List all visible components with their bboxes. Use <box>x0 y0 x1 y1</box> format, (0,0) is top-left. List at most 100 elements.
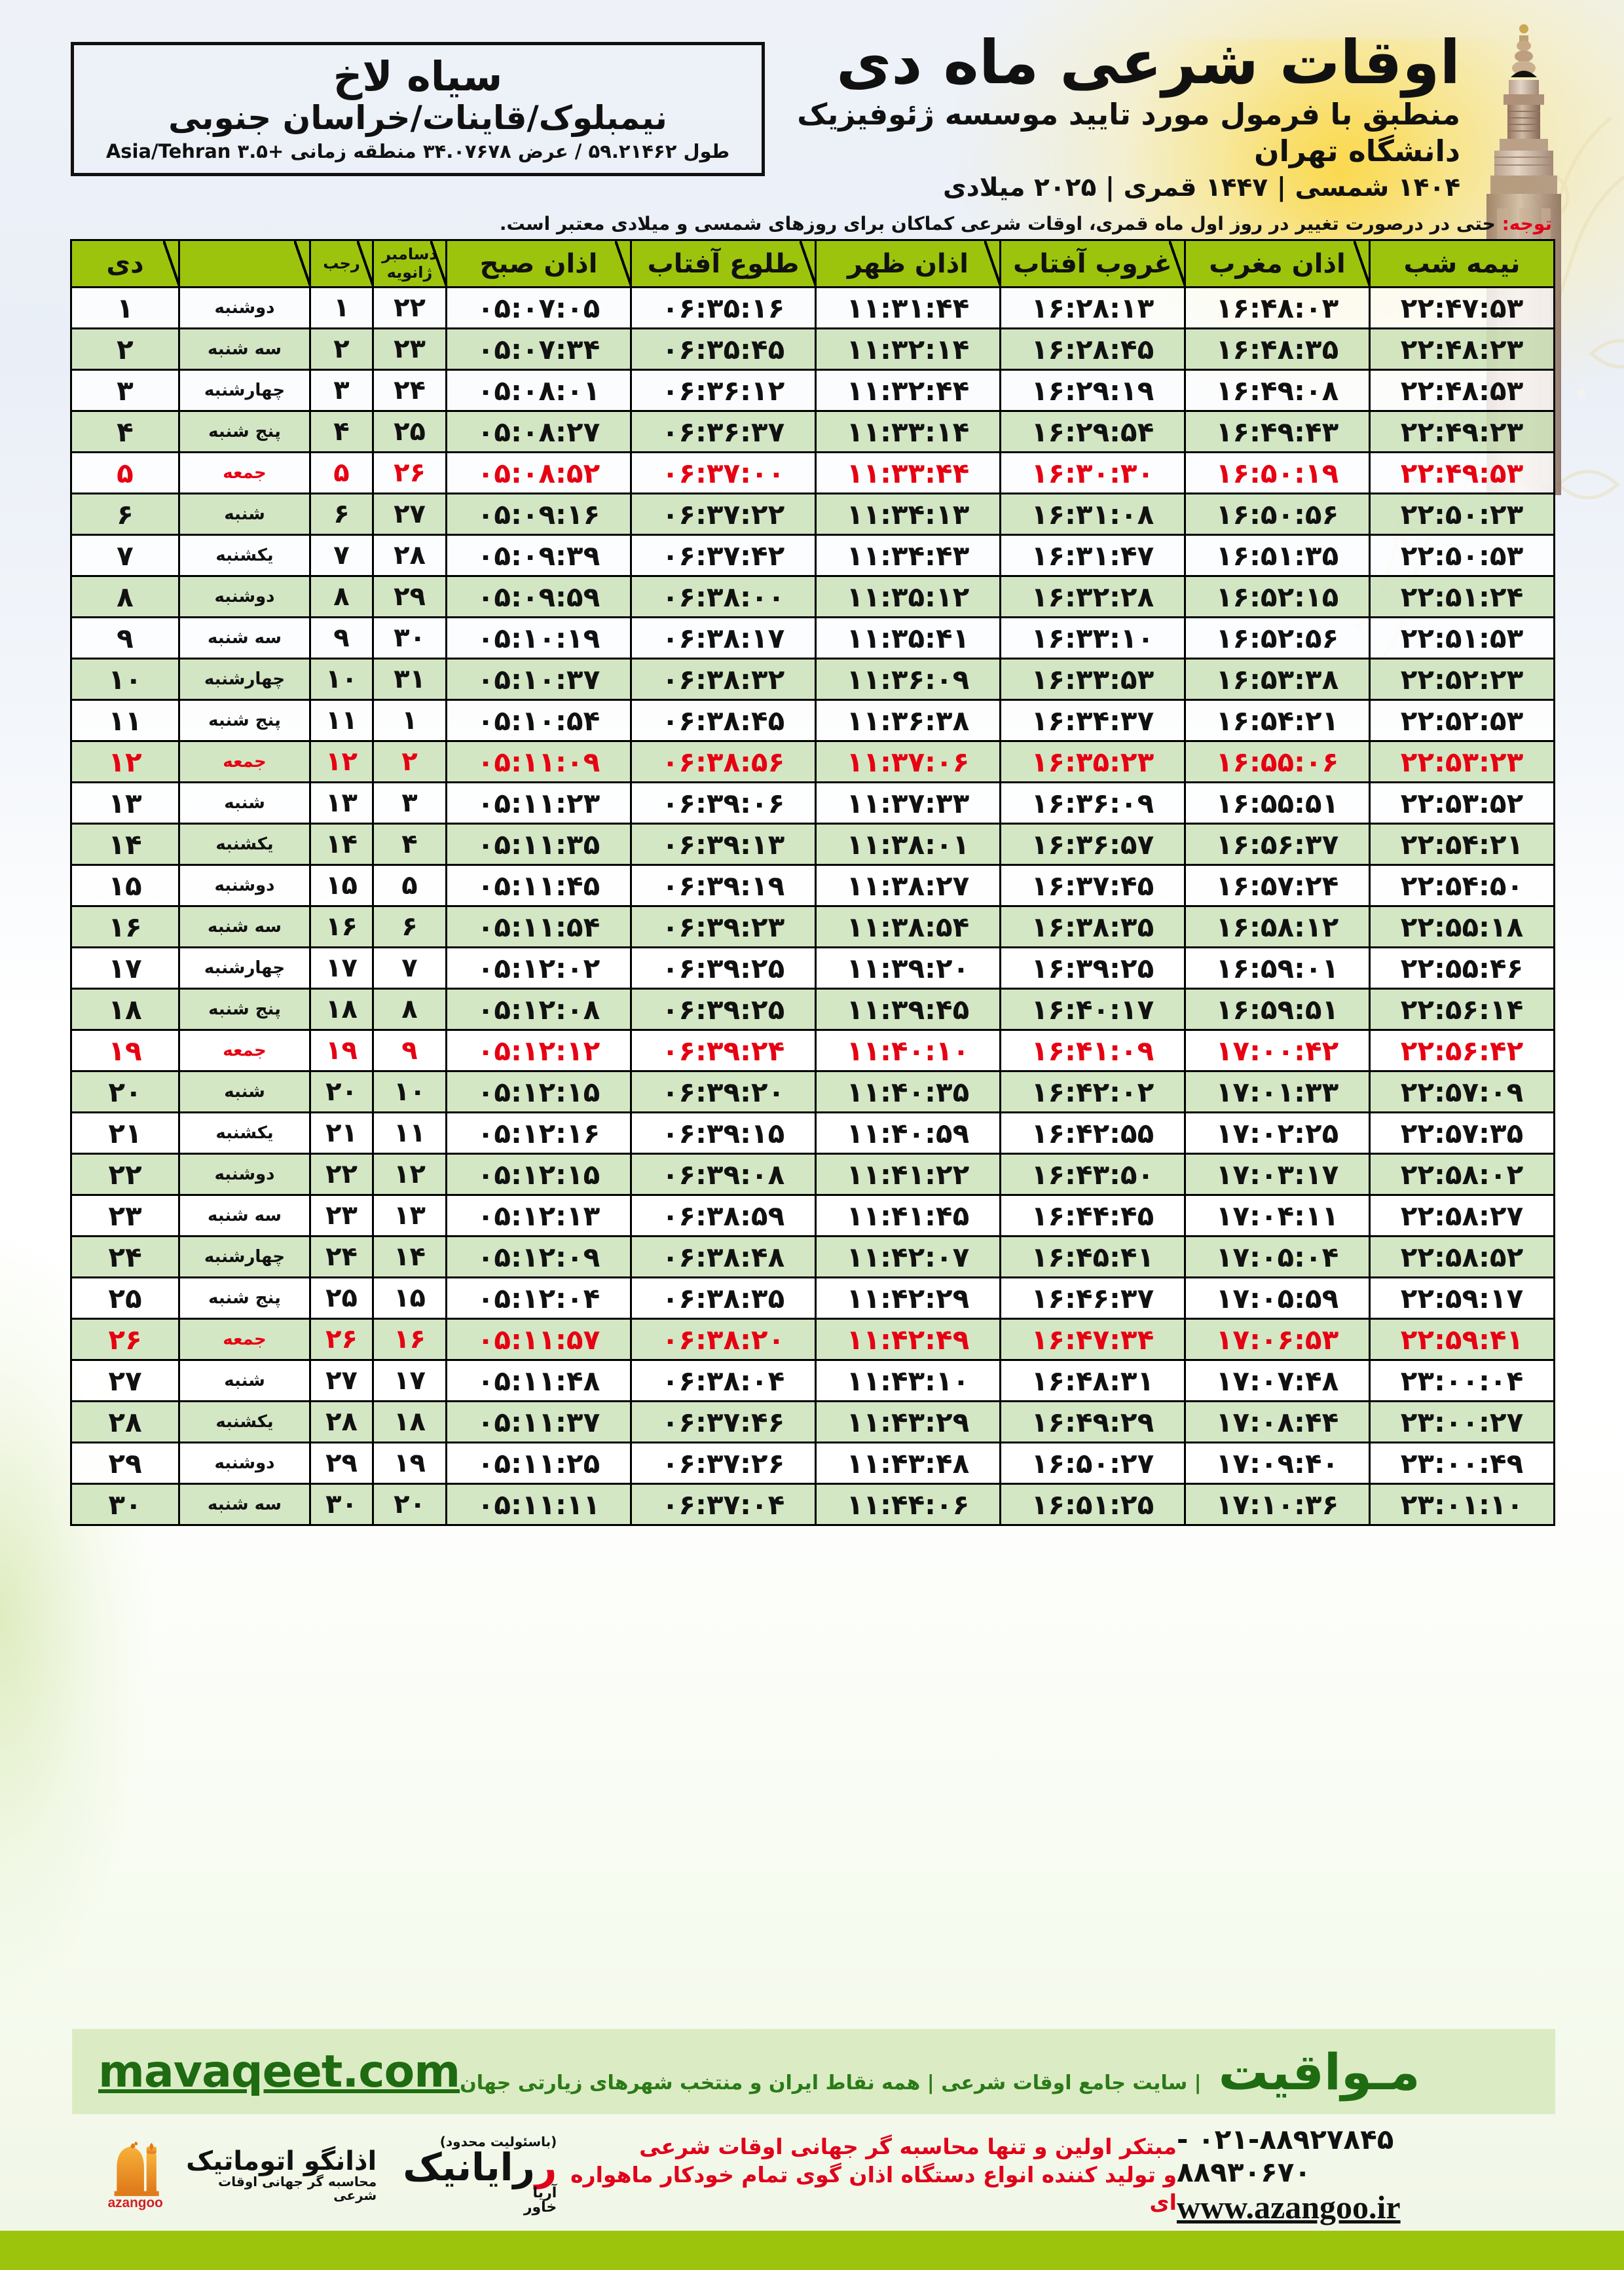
cell-hijri-day: ۱۸ <box>309 988 374 1031</box>
table-row: ۲۲:۴۸:۲۳ ۱۶:۴۸:۳۵ ۱۶:۲۸:۴۵ ۱۱:۳۲:۱۴ ۰۶:۳۵:۴۵… <box>70 327 1555 371</box>
cell-midnight: ۲۲:۴۹:۲۳ <box>1369 410 1555 453</box>
cell-maghrib-azan: ۱۶:۵۵:۵۱ <box>1184 781 1371 825</box>
cell-sunset: ۱۶:۵۰:۲۷ <box>999 1442 1186 1485</box>
rayaneek-name: ررایانیک <box>403 2145 557 2189</box>
cell-dhuhr-azan: ۱۱:۴۳:۲۹ <box>815 1400 1001 1443</box>
cell-gregorian-day: ۱۵ <box>372 1276 447 1320</box>
cell-fajr-azan: ۰۵:۱۰:۳۷ <box>445 658 632 701</box>
cell-sunrise: ۰۶:۳۹:۰۶ <box>630 781 817 825</box>
cell-sunrise: ۰۶:۳۷:۲۲ <box>630 493 817 536</box>
cell-maghrib-azan: ۱۶:۵۲:۵۶ <box>1184 616 1371 660</box>
location-path: نیمبلوک/قاینات/خراسان جنوبی <box>168 98 667 137</box>
page-title: اوقات شرعی ماه دی <box>836 28 1460 98</box>
cell-fajr-azan: ۰۵:۱۰:۵۴ <box>445 699 632 742</box>
background-bottom-gradient <box>0 1419 1624 2270</box>
cell-persian-day: ۳ <box>70 369 180 412</box>
cell-fajr-azan: ۰۵:۰۹:۳۹ <box>445 534 632 577</box>
cell-persian-day: ۲۴ <box>70 1235 180 1278</box>
cell-fajr-azan: ۰۵:۱۱:۲۵ <box>445 1442 632 1485</box>
cell-persian-day: ۱ <box>70 286 180 329</box>
cell-persian-day: ۲۳ <box>70 1194 180 1237</box>
cell-hijri-day: ۲۷ <box>309 1359 374 1402</box>
azangoo-name: اذانگو اتوماتیک <box>186 2146 377 2176</box>
cell-maghrib-azan: ۱۷:۰۵:۰۴ <box>1184 1235 1371 1278</box>
cell-persian-day: ۲۵ <box>70 1276 180 1320</box>
cell-fajr-azan: ۰۵:۱۰:۱۹ <box>445 616 632 660</box>
note-label: توجه: <box>1502 213 1552 234</box>
cell-dhuhr-azan: ۱۱:۴۰:۳۵ <box>815 1070 1001 1113</box>
footer-green-strip <box>0 2231 1624 2270</box>
cell-hijri-day: ۳۰ <box>309 1483 374 1526</box>
cell-dhuhr-azan: ۱۱:۳۳:۴۴ <box>815 451 1001 494</box>
cell-midnight: ۲۲:۵۳:۲۳ <box>1369 740 1555 783</box>
cell-dhuhr-azan: ۱۱:۳۸:۲۷ <box>815 864 1001 907</box>
cell-weekday: جمعه <box>178 451 311 494</box>
cell-sunrise: ۰۶:۳۹:۱۵ <box>630 1111 817 1155</box>
col-header-maghrib-azan: اذان مغرب <box>1184 239 1372 289</box>
azangoo-url-link[interactable]: www.azangoo.ir <box>1176 2189 1401 2226</box>
table-row: ۲۲:۵۱:۲۴ ۱۶:۵۲:۱۵ ۱۶:۳۲:۲۸ ۱۱:۳۵:۱۲ ۰۶:۳۸:۰۰… <box>70 575 1555 618</box>
mavaqeet-url-link[interactable]: mavaqeet.com <box>98 2045 460 2098</box>
cell-sunset: ۱۶:۴۹:۲۹ <box>999 1400 1186 1443</box>
rayaneek-logo: (باسئولیت محدود) ررایانیک آریا خاور <box>403 2135 557 2215</box>
cell-midnight: ۲۳:۰۰:۲۷ <box>1369 1400 1555 1443</box>
mosque-dome-icon: azangoo <box>108 2141 163 2210</box>
col-header-dhuhr-azan: اذان ظهر <box>815 239 1003 289</box>
cell-persian-day: ۱۸ <box>70 988 180 1031</box>
cell-hijri-day: ۸ <box>309 575 374 618</box>
cell-dhuhr-azan: ۱۱:۴۳:۱۰ <box>815 1359 1001 1402</box>
cell-dhuhr-azan: ۱۱:۳۸:۰۱ <box>815 823 1001 866</box>
cell-sunset: ۱۶:۳۴:۳۷ <box>999 699 1186 742</box>
cell-sunset: ۱۶:۴۲:۰۲ <box>999 1070 1186 1113</box>
cell-sunrise: ۰۶:۳۹:۲۳ <box>630 905 817 948</box>
cell-midnight: ۲۲:۵۵:۱۸ <box>1369 905 1555 948</box>
cell-maghrib-azan: ۱۶:۵۵:۰۶ <box>1184 740 1371 783</box>
cell-sunset: ۱۶:۴۷:۳۴ <box>999 1318 1186 1361</box>
cell-sunset: ۱۶:۳۶:۵۷ <box>999 823 1186 866</box>
cell-midnight: ۲۲:۵۴:۵۰ <box>1369 864 1555 907</box>
cell-midnight: ۲۲:۵۱:۵۳ <box>1369 616 1555 660</box>
cell-hijri-day: ۲ <box>309 327 374 371</box>
cell-sunset: ۱۶:۲۹:۱۹ <box>999 369 1186 412</box>
cell-weekday: دوشنبه <box>178 286 311 329</box>
prayer-times-table-wrapper: نیمه شب اذان مغرب غروب آفتاب اذان ظهر طل… <box>70 239 1555 1526</box>
cell-dhuhr-azan: ۱۱:۳۶:۰۹ <box>815 658 1001 701</box>
table-row: ۲۲:۵۳:۲۳ ۱۶:۵۵:۰۶ ۱۶:۳۵:۲۳ ۱۱:۳۷:۰۶ ۰۶:۳۸:۵۶… <box>70 740 1555 783</box>
cell-fajr-azan: ۰۵:۱۱:۳۷ <box>445 1400 632 1443</box>
col-header-sunrise: طلوع آفتاب <box>630 239 818 289</box>
cell-weekday: سه شنبه <box>178 1483 311 1526</box>
cell-fajr-azan: ۰۵:۰۸:۰۱ <box>445 369 632 412</box>
cell-maghrib-azan: ۱۶:۴۹:۰۸ <box>1184 369 1371 412</box>
cell-sunrise: ۰۶:۳۸:۴۵ <box>630 699 817 742</box>
cell-fajr-azan: ۰۵:۱۱:۲۳ <box>445 781 632 825</box>
table-row: ۲۲:۵۳:۵۲ ۱۶:۵۵:۵۱ ۱۶:۳۶:۰۹ ۱۱:۳۷:۳۳ ۰۶:۳۹:۰۶… <box>70 781 1555 825</box>
cell-maghrib-azan: ۱۶:۵۳:۳۸ <box>1184 658 1371 701</box>
cell-fajr-azan: ۰۵:۰۹:۱۶ <box>445 493 632 536</box>
cell-sunrise: ۰۶:۳۹:۲۴ <box>630 1029 817 1072</box>
table-body: ۲۲:۴۷:۵۳ ۱۶:۴۸:۰۳ ۱۶:۲۸:۱۳ ۱۱:۳۱:۴۴ ۰۶:۳۵:۱۶… <box>70 286 1555 1526</box>
cell-dhuhr-azan: ۱۱:۳۷:۰۶ <box>815 740 1001 783</box>
cell-gregorian-day: ۱۸ <box>372 1400 447 1443</box>
table-row: ۲۲:۵۰:۲۳ ۱۶:۵۰:۵۶ ۱۶:۳۱:۰۸ ۱۱:۳۴:۱۳ ۰۶:۳۷:۲۲… <box>70 493 1555 536</box>
cell-gregorian-day: ۱۶ <box>372 1318 447 1361</box>
cell-maghrib-azan: ۱۶:۵۹:۰۱ <box>1184 946 1371 990</box>
calendar-year-line: ۱۴۰۴ شمسی | ۱۴۴۷ قمری | ۲۰۲۵ میلادی <box>943 173 1460 203</box>
location-coordinates: طول ۵۹.۲۱۴۶۲ / عرض ۳۴.۰۷۶۷۸ منطقه زمانی … <box>105 140 730 163</box>
cell-maghrib-azan: ۱۷:۰۵:۵۹ <box>1184 1276 1371 1320</box>
table-row: ۲۲:۵۹:۴۱ ۱۷:۰۶:۵۳ ۱۶:۴۷:۳۴ ۱۱:۴۲:۴۹ ۰۶:۳۸:۲۰… <box>70 1318 1555 1361</box>
cell-gregorian-day: ۱ <box>372 699 447 742</box>
cell-sunrise: ۰۶:۳۹:۲۵ <box>630 946 817 990</box>
cell-hijri-day: ۱۲ <box>309 740 374 783</box>
cell-sunset: ۱۶:۳۳:۱۰ <box>999 616 1186 660</box>
slogan-block: مبتکر اولین و تنها محاسبه گر جهانی اوقات… <box>557 2133 1177 2218</box>
cell-fajr-azan: ۰۵:۰۷:۳۴ <box>445 327 632 371</box>
table-row: ۲۲:۴۷:۵۳ ۱۶:۴۸:۰۳ ۱۶:۲۸:۱۳ ۱۱:۳۱:۴۴ ۰۶:۳۵:۱۶… <box>70 286 1555 329</box>
cell-weekday: شنبه <box>178 493 311 536</box>
cell-weekday: یکشنبه <box>178 1400 311 1443</box>
cell-sunrise: ۰۶:۳۷:۲۶ <box>630 1442 817 1485</box>
col-header-gregorian: دسامبر ژانویه <box>372 239 449 289</box>
gregorian-month-bottom: ژانویه <box>386 263 433 282</box>
gregorian-month-top: دسامبر <box>382 244 437 263</box>
cell-dhuhr-azan: ۱۱:۳۳:۱۴ <box>815 410 1001 453</box>
cell-dhuhr-azan: ۱۱:۳۴:۴۳ <box>815 534 1001 577</box>
